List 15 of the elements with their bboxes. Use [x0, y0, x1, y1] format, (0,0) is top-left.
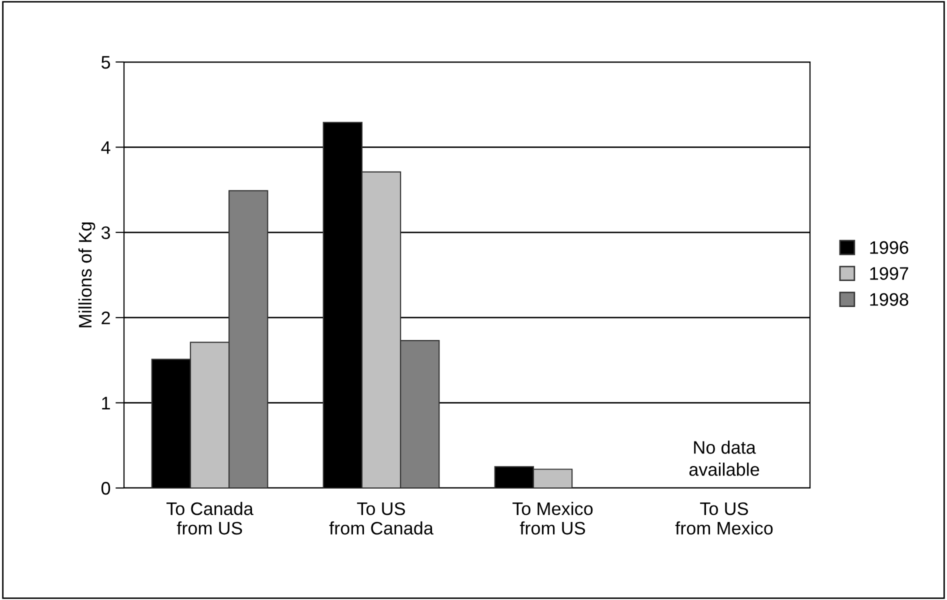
- annotation: No data available: [689, 440, 760, 476]
- y-tick-label: 4: [101, 141, 110, 154]
- y-tick-label: 5: [101, 56, 110, 69]
- x-tick-label: To Mexico from US: [512, 502, 593, 535]
- y-tick-label: 2: [102, 312, 110, 324]
- y-tick-label: 3: [101, 226, 110, 240]
- legend-label: 1997: [870, 267, 908, 280]
- y-tick-label: 1: [102, 396, 110, 410]
- y-axis-title: Millions of Kg: [78, 222, 96, 328]
- x-tick-label: To Canada from US: [166, 502, 254, 535]
- y-tick-label: 0: [101, 482, 110, 495]
- x-tick-label: To US from Mexico: [675, 502, 773, 535]
- legend-label: 1998: [870, 293, 908, 306]
- x-tick-label: To US from Canada: [329, 502, 434, 535]
- legend-label: 1996: [870, 241, 908, 254]
